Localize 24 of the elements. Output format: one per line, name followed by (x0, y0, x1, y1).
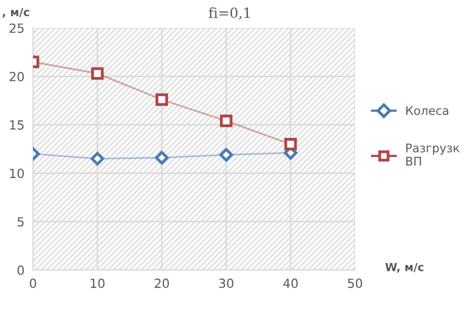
x-tick-label: 50 (348, 278, 362, 288)
point (284, 138, 297, 150)
chart-title: fi=0,1 (208, 7, 250, 20)
y-tick-label: 5 (18, 217, 24, 227)
y-tick-label: 25 (10, 23, 24, 33)
y-tick-label: 10 (10, 168, 24, 178)
point (155, 150, 169, 165)
x-tick-label: 20 (154, 278, 169, 288)
y-tick-label: 15 (10, 120, 24, 130)
legend-label: Колеса (406, 106, 448, 116)
x-tick-label: 10 (90, 278, 105, 288)
point (220, 114, 232, 128)
legend-label: Разгрузк ВП (406, 144, 460, 166)
x-tick-label: 40 (283, 278, 298, 288)
x-tick-label: 30 (219, 278, 234, 288)
y-axis-title: , м/с (2, 8, 30, 18)
x-tick-label: 0 (30, 278, 36, 288)
y-tick-label: 0 (18, 265, 24, 275)
point (156, 93, 168, 106)
point (90, 152, 104, 166)
x-axis-title: W, м/с (385, 262, 424, 273)
y-tick-label: 20 (10, 72, 24, 82)
point (91, 67, 104, 80)
point (219, 148, 233, 162)
